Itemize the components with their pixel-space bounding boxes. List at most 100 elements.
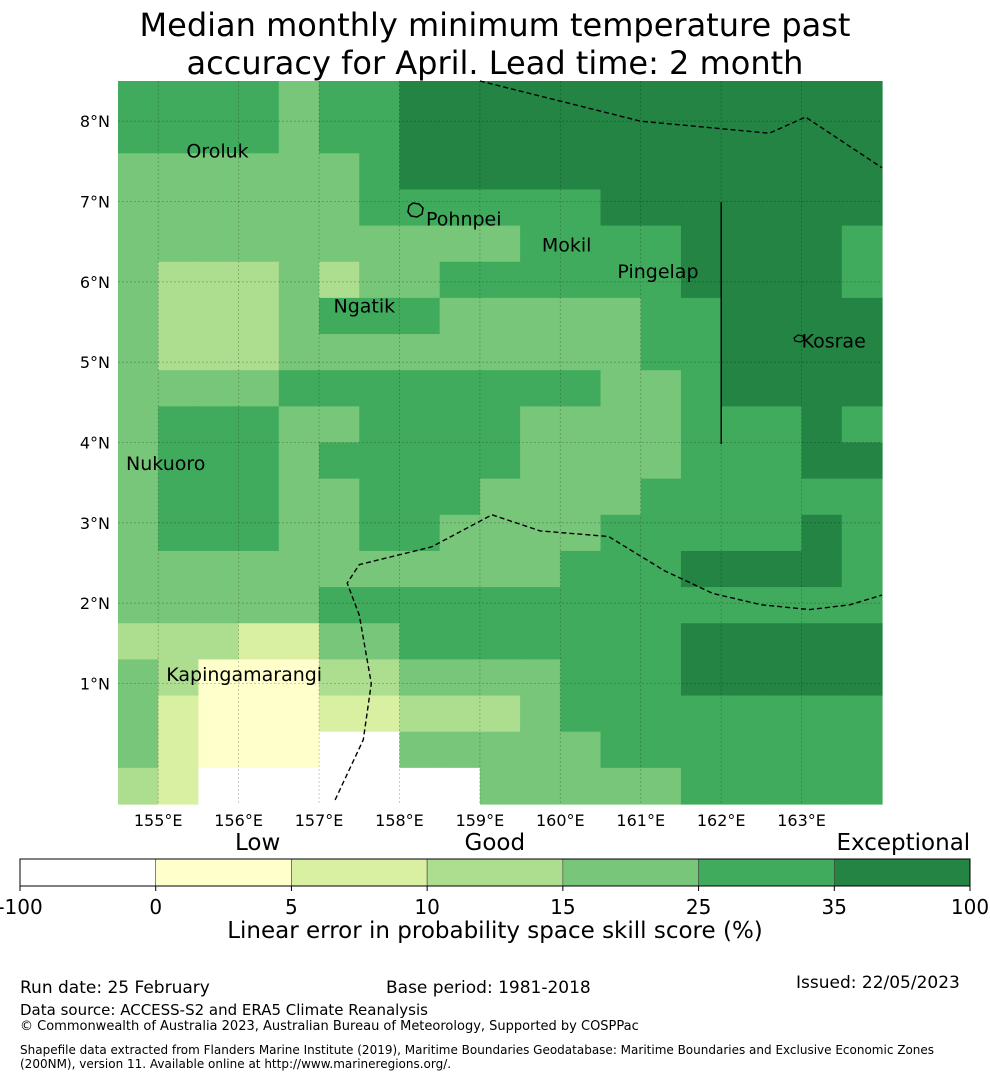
grid-cell (680, 189, 722, 227)
grid-cell (761, 297, 803, 335)
grid-cell (319, 659, 360, 697)
grid-cell (238, 261, 280, 299)
grid-cell (600, 442, 642, 480)
grid-cell (479, 514, 521, 552)
colorbar-bin (698, 858, 835, 887)
grid-cell (238, 189, 280, 227)
grid-cell (158, 514, 200, 552)
boundary-eez-south (334, 514, 883, 801)
grid-cell (841, 514, 883, 552)
grid-cell (158, 117, 200, 154)
grid-cell (158, 442, 200, 480)
skill-score-map: Oroluk Pohnpei Mokil Pingelap Ngatik Kosrae Nu… (80, 80, 883, 830)
grid-cell (479, 695, 521, 733)
grid-cell (600, 406, 642, 444)
grid-cell (520, 81, 561, 118)
grid-cell (439, 334, 481, 371)
grid-cell (520, 695, 561, 733)
grid-cell (198, 297, 240, 335)
colorbar-tick-label: 15 (550, 895, 575, 918)
grid-cell (319, 623, 360, 660)
grid-cell (278, 261, 320, 299)
grid-cell (801, 261, 843, 299)
grid-cell (479, 550, 521, 588)
grid-cell (841, 731, 883, 769)
grid-cell (520, 189, 561, 227)
map-title: Median monthly minimum temperature past … (0, 6, 990, 82)
grid-cell (680, 153, 722, 191)
grid-cell (359, 189, 401, 227)
grid-cell (721, 225, 762, 263)
colorbar-title: Linear error in probability space skill … (227, 918, 763, 944)
grid-cell (560, 225, 602, 263)
grid-cell (118, 442, 159, 480)
grid-cell (118, 189, 159, 227)
grid-cell (600, 550, 642, 588)
shapefile-credit-line-1: Shapefile data extracted from Flanders M… (20, 1043, 935, 1057)
grid-cell (399, 225, 441, 263)
grid-cell (158, 81, 200, 118)
grid-cell (680, 514, 722, 552)
grid-cell (158, 731, 200, 769)
grid-cell (359, 550, 401, 588)
colorbar-bin (833, 858, 971, 887)
grid-cell (158, 550, 200, 588)
grid-cell (721, 81, 762, 118)
grid-cell (801, 659, 843, 697)
grid-cell (118, 81, 159, 118)
grid-cell (399, 659, 441, 697)
grid-cell (238, 550, 280, 588)
grid-cell (399, 478, 441, 516)
grid-cell (118, 695, 159, 733)
grid-cell (359, 406, 401, 444)
grid-cell (198, 587, 240, 624)
grid-cell (801, 767, 843, 805)
grid-cell (600, 731, 642, 769)
grid-cell (761, 370, 803, 407)
grid-cell (640, 370, 682, 407)
grid-cell (600, 117, 642, 154)
grid-cell (680, 297, 722, 335)
grid-cell (761, 659, 803, 697)
grid-cell (841, 261, 883, 299)
colorbar-tick-label: 25 (686, 895, 711, 918)
grid-cell (238, 659, 280, 697)
grid-cell (841, 81, 883, 118)
grid-cell (198, 695, 240, 733)
grid-cell (238, 514, 280, 552)
grid-cell (680, 370, 722, 407)
grid-cell (359, 225, 401, 263)
grid-cell (118, 297, 159, 335)
grid-cell (278, 153, 320, 191)
grid-cell (600, 370, 642, 407)
grid-cell (399, 587, 441, 624)
grid-cell (439, 695, 481, 733)
grid-cell (118, 514, 159, 552)
grid-cell (560, 442, 602, 480)
grid-cell (560, 587, 602, 624)
grid-cell (600, 225, 642, 263)
category-low-label: Low (235, 830, 281, 856)
grid-cell (479, 659, 521, 697)
colorbar-tick-label: -100 (0, 895, 43, 918)
grid-cell (479, 731, 521, 769)
place-label-oroluk: Oroluk (186, 140, 248, 162)
grid-cell (319, 153, 360, 191)
grid-cell (560, 189, 602, 227)
kosrae-island-shape (793, 334, 805, 343)
grid-cell (801, 514, 843, 552)
grid-cell (399, 370, 441, 407)
grid-cell (801, 334, 843, 371)
grid-cell (801, 478, 843, 516)
grid-cell (520, 514, 561, 552)
grid-cell (761, 587, 803, 624)
colorbar-bin (291, 858, 428, 887)
place-label-kapingamarangi: Kapingamarangi (166, 664, 322, 686)
grid-cell (479, 153, 521, 191)
lat-tick-label: 3°N (80, 514, 110, 533)
grid-cell (640, 695, 682, 733)
grid-cell (841, 153, 883, 191)
grid-cell (238, 370, 280, 407)
grid-cell (278, 370, 320, 407)
grid-cell (479, 189, 521, 227)
